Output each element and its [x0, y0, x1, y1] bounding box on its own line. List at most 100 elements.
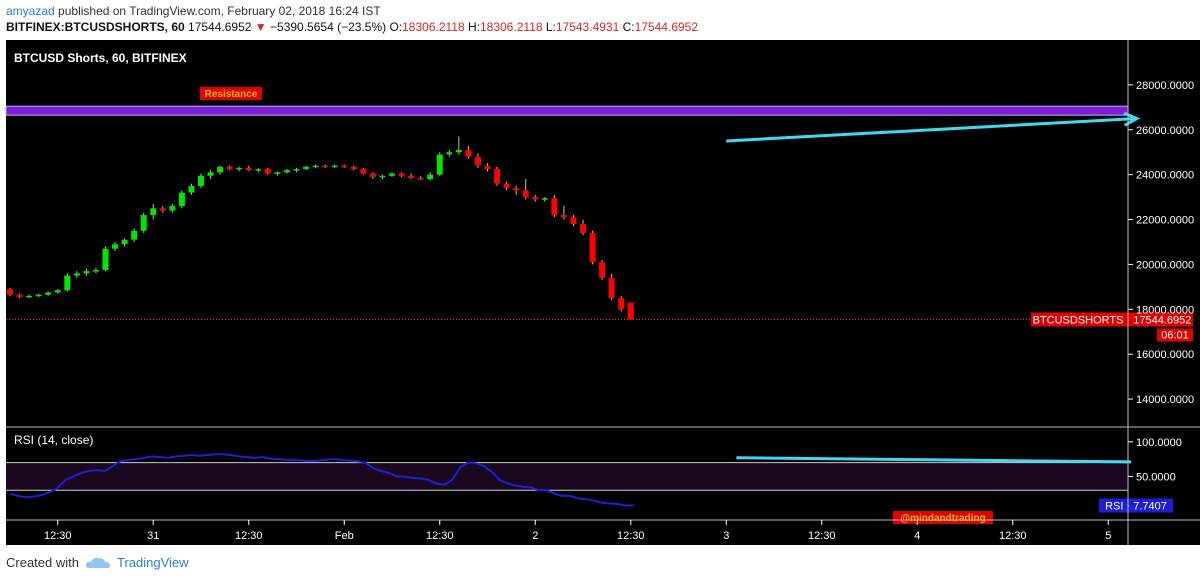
- candle-body: [350, 166, 357, 170]
- time-tick-label: 12:30: [617, 530, 645, 542]
- candle-body: [140, 215, 147, 231]
- candle-body: [217, 166, 224, 173]
- candle-body: [16, 294, 23, 297]
- candle-body: [188, 185, 195, 193]
- footer: Created with TradingView: [6, 555, 189, 570]
- price-tick-label: 18000.0000: [1136, 304, 1194, 316]
- candle-body: [293, 169, 300, 171]
- candle-body: [580, 224, 586, 233]
- candle-body: [551, 198, 558, 216]
- rsi-tick-label: 100.0000: [1136, 437, 1182, 449]
- candle-body: [436, 154, 443, 175]
- publish-info: amyazad published on TradingView.com, Fe…: [6, 4, 381, 18]
- candle-body: [274, 172, 281, 174]
- open-label: O:: [389, 20, 403, 34]
- time-tick-label: Feb: [335, 530, 354, 542]
- candle-body: [618, 298, 625, 310]
- candle-body: [150, 208, 157, 216]
- candle-body: [255, 169, 262, 171]
- high-label: H:: [467, 20, 480, 34]
- watermark-bg: [893, 511, 993, 524]
- candle-body: [560, 215, 567, 218]
- candle-body: [26, 295, 33, 298]
- candle-body: [264, 169, 271, 174]
- candle-body: [226, 166, 233, 170]
- time-tick-label: 12:30: [44, 530, 72, 542]
- candle-body: [369, 173, 376, 177]
- candle-body: [513, 188, 520, 191]
- open-value: 18306.2118: [402, 20, 465, 34]
- published-text: published on TradingView.com, February 0…: [58, 4, 381, 18]
- candle-body: [35, 294, 42, 297]
- candle-body: [54, 290, 61, 293]
- trend-arrow-line: [726, 117, 1137, 143]
- time-tick-label: 12:30: [808, 530, 836, 542]
- watermark: @mindandtrading: [900, 513, 985, 524]
- candle-body: [83, 271, 90, 274]
- rsi-badge: RSI · 7.7407: [1105, 501, 1167, 513]
- candle-body: [236, 167, 243, 170]
- candle-body: [522, 190, 529, 198]
- candle-body: [159, 208, 166, 211]
- candle-body: [494, 169, 501, 184]
- candle-body: [360, 169, 367, 174]
- rsi-layer: RSI · 7.7407 @mindandtrading: [6, 453, 1173, 524]
- candle-body: [532, 197, 539, 200]
- tradingview-link[interactable]: TradingView: [116, 555, 189, 570]
- candle-body: [7, 289, 13, 295]
- candle-body: [45, 292, 52, 295]
- close-label: C:: [622, 20, 635, 34]
- price-change: −5390.5654 (−23.5%): [270, 20, 387, 34]
- candle-body: [455, 149, 462, 153]
- candle-body: [73, 273, 80, 276]
- symbol-ohlc-bar: BITFINEX:BTCUSDSHORTS, 60 17544.6952 ▼ −…: [6, 20, 698, 34]
- candle-body: [379, 175, 386, 178]
- candles-layer: Resistance BTCUSDSHORTS · 17544.6952 06:01: [5, 87, 1193, 342]
- candle-body: [112, 244, 119, 249]
- candle-body: [169, 206, 176, 211]
- candle-body: [474, 156, 481, 166]
- time-tick-label: 2: [532, 530, 538, 542]
- price-axis[interactable]: [1128, 40, 1200, 545]
- price-tick-label: 28000.0000: [1136, 80, 1194, 92]
- candle-body: [389, 173, 395, 176]
- candle-body: [589, 233, 596, 263]
- candle-body: [417, 178, 424, 180]
- candle-body: [627, 302, 634, 320]
- time-tick-label: 12:30: [999, 530, 1027, 542]
- symbol-name: BITFINEX:BTCUSDSHORTS, 60: [6, 20, 185, 34]
- price-tick-label: 22000.0000: [1136, 215, 1194, 227]
- candle-body: [465, 149, 472, 157]
- candle-body: [131, 230, 138, 240]
- resistance-band: [5, 105, 1129, 116]
- price-chart[interactable]: Resistance BTCUSDSHORTS · 17544.6952 06:01…: [0, 40, 1200, 548]
- rsi-trendline: [736, 456, 1132, 464]
- candle-body: [283, 170, 290, 173]
- last-price-badge: BTCUSDSHORTS · 17544.6952: [1033, 315, 1192, 327]
- candle-body: [341, 165, 348, 168]
- candle-body: [207, 172, 214, 176]
- candle-body: [198, 175, 204, 186]
- time-tick-label: 4: [914, 530, 920, 542]
- candle-body: [178, 192, 185, 207]
- candle-body: [312, 165, 319, 168]
- candle-body: [322, 165, 329, 168]
- candle-body: [503, 183, 510, 189]
- main-pane-title: BTCUSD Shorts, 60, BITFINEX: [14, 51, 187, 65]
- author-link[interactable]: amyazad: [6, 4, 55, 18]
- last-price: 17544.6952: [188, 20, 252, 34]
- close-value: 17544.6952: [634, 20, 699, 34]
- candle-body: [599, 262, 606, 278]
- candle-body: [121, 239, 128, 245]
- rsi-pane-title: RSI (14, close): [14, 433, 93, 447]
- created-with-text: Created with: [6, 555, 79, 570]
- candle-body: [245, 167, 252, 171]
- candle-body: [92, 270, 99, 272]
- candle-body: [484, 165, 491, 170]
- candle-body: [303, 166, 310, 170]
- time-tick-label: 12:30: [426, 530, 454, 542]
- candle-body: [427, 174, 434, 180]
- candle-body: [408, 175, 415, 179]
- rsi-band: [6, 462, 1128, 491]
- axes-layer: 28000.0000 26000.0000 24000.0000 22000.0000…: [6, 40, 1200, 545]
